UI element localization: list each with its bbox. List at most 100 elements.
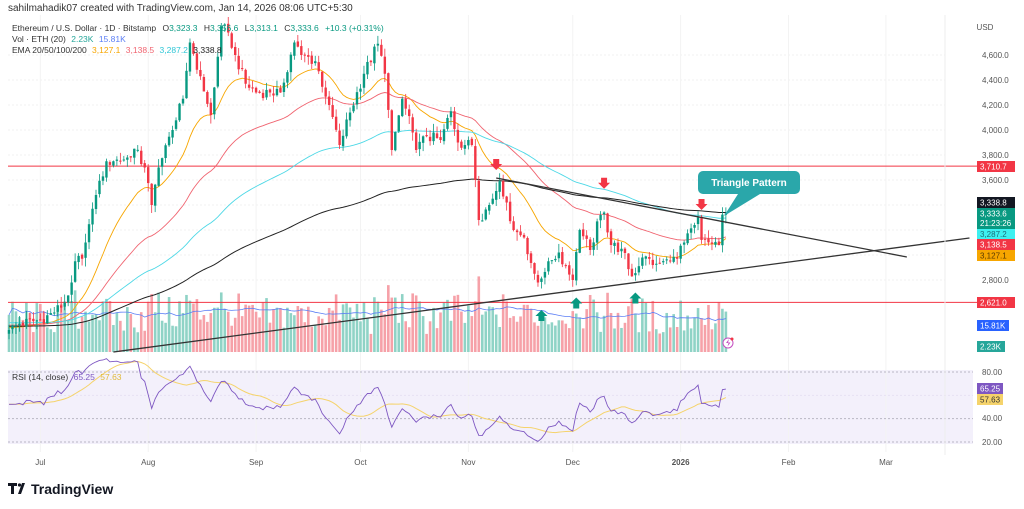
volume-bar — [160, 320, 164, 352]
tradingview-logo[interactable]: TradingView — [8, 481, 113, 497]
candle-body — [251, 87, 254, 89]
volume-bar — [494, 314, 498, 352]
rsi-axis[interactable]: 80.00 40.00 20.00 65.25 57.63 — [977, 368, 1003, 447]
volume-bar — [84, 311, 87, 352]
candle-body — [98, 180, 101, 195]
volume-bar — [508, 317, 512, 352]
volume-bar — [387, 285, 390, 352]
price-tick: 3,600.0 — [982, 176, 1009, 185]
candle-body — [244, 69, 247, 84]
volume-bar — [390, 297, 394, 352]
candle-body — [651, 259, 654, 266]
candle-body — [91, 208, 94, 225]
volume-bar — [651, 300, 655, 352]
volume-bar — [195, 299, 199, 352]
rsi-pane[interactable] — [9, 358, 727, 442]
volume-bar — [77, 328, 80, 352]
volume-bar — [153, 312, 157, 352]
candle-body — [355, 92, 359, 105]
candle-body — [554, 258, 557, 261]
price-tick: 4,400.0 — [982, 76, 1009, 85]
triangle-pattern-callout[interactable]: Triangle Pattern — [698, 171, 800, 216]
rsi-tick: 20.00 — [982, 438, 1003, 447]
volume-bar — [460, 311, 463, 352]
candle-body — [460, 141, 463, 148]
price-axis[interactable]: 4,600.0 4,400.0 4,200.0 4,000.0 3,800.0 … — [982, 51, 1009, 285]
volume-bar — [112, 325, 115, 352]
candle-body — [627, 253, 630, 270]
candle-body — [703, 238, 707, 240]
volume-bar — [397, 322, 401, 352]
candle-body — [317, 62, 320, 72]
volume-bar — [167, 297, 171, 352]
volume-bar — [404, 321, 408, 352]
candle-body — [28, 318, 32, 320]
candle-body — [442, 129, 446, 142]
volume-bar — [105, 298, 108, 352]
volume-bar — [533, 322, 536, 352]
time-axis[interactable]: Jul Aug Sep Oct Nov Dec 2026 Feb Mar — [35, 458, 893, 467]
volume-bar — [522, 304, 526, 352]
volume-bar — [668, 327, 672, 352]
volume-bar — [45, 327, 49, 352]
high-value: 3,356.6 — [210, 23, 239, 33]
volume-bar — [119, 320, 122, 352]
candle-body — [470, 138, 474, 145]
candle-body — [362, 73, 366, 88]
volume-bar — [181, 312, 185, 352]
volume-bar — [654, 329, 658, 352]
volume-bar — [56, 307, 60, 352]
candle-body — [498, 181, 501, 192]
candle-body — [240, 68, 244, 70]
time-label: Feb — [782, 458, 796, 467]
candle-body — [327, 96, 331, 105]
candle-body — [178, 103, 181, 121]
candle-body — [700, 216, 703, 240]
volume-value: 2.23K — [71, 34, 94, 44]
candle-body — [53, 312, 56, 314]
volume-bar — [474, 301, 477, 352]
volume-bar — [432, 307, 435, 352]
volume-bar — [209, 313, 213, 352]
volume-bar — [710, 329, 714, 352]
price-tick: 4,200.0 — [982, 101, 1009, 110]
candle-body — [561, 252, 564, 265]
volume-bar — [42, 311, 46, 352]
trendlines[interactable] — [113, 177, 970, 353]
candle-body — [421, 136, 425, 143]
candle-body — [80, 254, 84, 259]
time-label: Mar — [879, 458, 893, 467]
candle-body — [216, 56, 219, 87]
currency-label[interactable]: USD — [977, 23, 994, 32]
candle-body — [505, 196, 508, 203]
alert-icon[interactable] — [722, 337, 734, 349]
volume-bar — [240, 316, 244, 352]
volume-bar — [602, 315, 606, 352]
candle-body — [112, 161, 115, 166]
volume-bar — [282, 327, 286, 352]
time-label: Nov — [461, 458, 475, 467]
volume-bar — [658, 333, 662, 352]
candle-body — [7, 330, 11, 334]
volume-bar — [543, 317, 547, 352]
volume-bar — [703, 324, 707, 352]
volume-bar — [686, 315, 689, 352]
candle-body — [414, 132, 418, 150]
candles[interactable] — [7, 16, 728, 340]
volume-bar — [700, 318, 703, 352]
candle-body — [25, 318, 28, 327]
candle-body — [397, 115, 400, 132]
candle-body — [543, 271, 547, 278]
candle-body — [578, 230, 581, 253]
volume-bar — [32, 332, 35, 352]
candle-body — [234, 46, 237, 55]
candle-body — [21, 322, 25, 326]
candle-body — [18, 323, 21, 326]
symbol: Ethereum / U.S. Dollar · 1D · Bitstamp — [12, 23, 156, 33]
candle-body — [380, 44, 383, 56]
volume-bar — [501, 294, 505, 352]
volume-bar — [407, 327, 411, 352]
candle-body — [665, 259, 668, 261]
candle-body — [206, 92, 209, 104]
